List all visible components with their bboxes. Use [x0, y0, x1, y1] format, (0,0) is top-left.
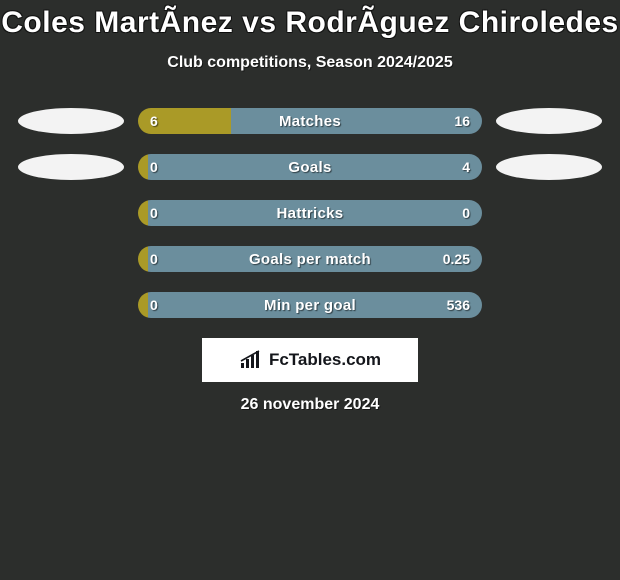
date-text: 26 november 2024	[0, 396, 620, 414]
stat-bar: 0536Min per goal	[138, 292, 482, 318]
stat-bar: 04Goals	[138, 154, 482, 180]
left-value: 0	[150, 154, 158, 180]
stat-row: 0536Min per goal	[0, 292, 620, 318]
stat-bar: 00.25Goals per match	[138, 246, 482, 272]
page-title: Coles MartÃ­nez vs RodrÃ­guez Chiroledes	[0, 0, 620, 40]
left-ellipse	[18, 292, 124, 318]
right-value: 4	[462, 154, 470, 180]
stat-row: 00.25Goals per match	[0, 246, 620, 272]
left-value: 0	[150, 200, 158, 226]
brand-text: FcTables.com	[269, 350, 381, 370]
left-value: 0	[150, 246, 158, 272]
bar-left-fill	[138, 200, 148, 226]
right-ellipse	[496, 246, 602, 272]
brand-badge: FcTables.com	[202, 338, 418, 382]
right-ellipse	[496, 292, 602, 318]
right-value: 16	[454, 108, 470, 134]
stat-row: 04Goals	[0, 154, 620, 180]
bar-right-fill	[148, 292, 482, 318]
left-value: 0	[150, 292, 158, 318]
stat-row: 616Matches	[0, 108, 620, 134]
left-ellipse	[18, 154, 124, 180]
page-subtitle: Club competitions, Season 2024/2025	[0, 54, 620, 72]
bar-right-fill	[148, 154, 482, 180]
bar-right-fill	[231, 108, 482, 134]
bar-left-fill	[138, 154, 148, 180]
left-ellipse	[18, 246, 124, 272]
left-ellipse	[18, 108, 124, 134]
stat-rows: 616Matches04Goals00Hattricks00.25Goals p…	[0, 108, 620, 318]
bar-right-fill	[148, 200, 482, 226]
right-value: 536	[447, 292, 470, 318]
right-ellipse	[496, 200, 602, 226]
right-value: 0	[462, 200, 470, 226]
right-ellipse	[496, 108, 602, 134]
stat-bar: 616Matches	[138, 108, 482, 134]
left-value: 6	[150, 108, 158, 134]
left-ellipse	[18, 200, 124, 226]
right-value: 0.25	[443, 246, 470, 272]
stat-bar: 00Hattricks	[138, 200, 482, 226]
comparison-infographic: Coles MartÃ­nez vs RodrÃ­guez Chiroledes…	[0, 0, 620, 580]
bar-right-fill	[148, 246, 482, 272]
stat-row: 00Hattricks	[0, 200, 620, 226]
right-ellipse	[496, 154, 602, 180]
barchart-icon	[239, 350, 265, 370]
bar-left-fill	[138, 292, 148, 318]
bar-left-fill	[138, 246, 148, 272]
